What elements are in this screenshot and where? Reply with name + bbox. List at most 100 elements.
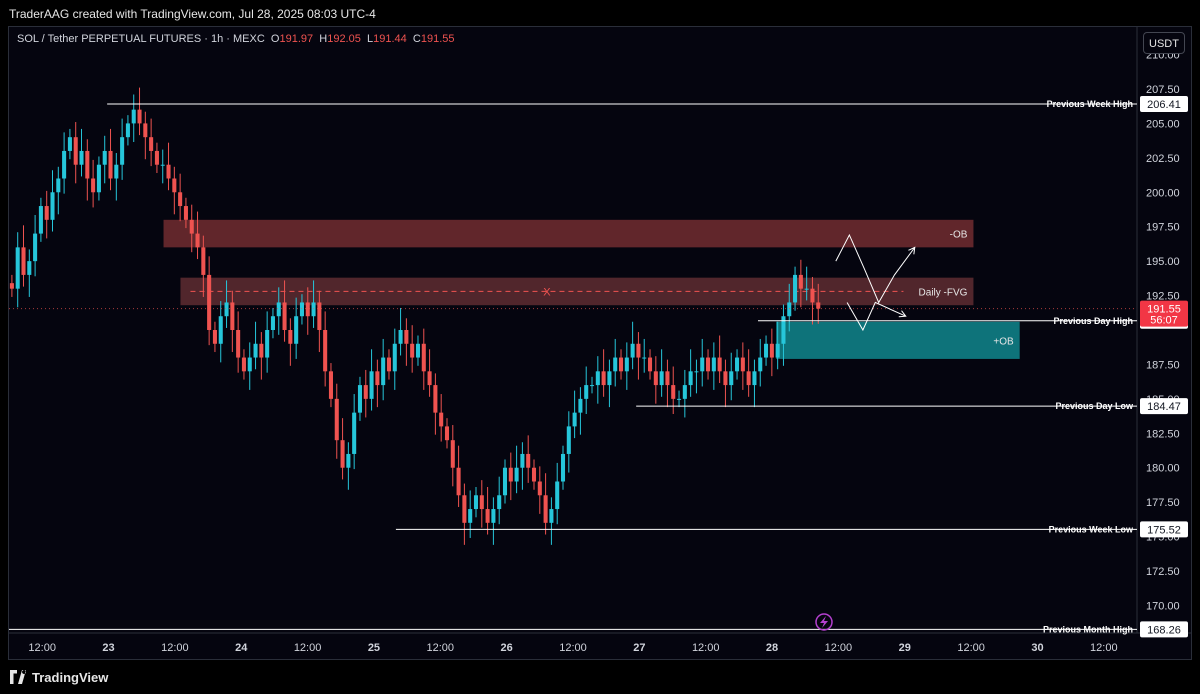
- candle-body: [613, 357, 618, 372]
- close-label: C: [412, 33, 421, 45]
- price-tick-label: 207.50: [1146, 84, 1180, 96]
- candle-body: [566, 426, 571, 454]
- candle-body: [166, 164, 171, 179]
- candle-body: [415, 343, 421, 358]
- candle-body: [410, 343, 415, 358]
- time-tick-label: 25: [368, 642, 380, 654]
- price-tick-label: 202.50: [1146, 153, 1180, 165]
- candle-body: [212, 330, 217, 344]
- symbol-header: SOL / Tether PERPETUAL FUTURES · 1h · ME…: [17, 33, 455, 45]
- candle-body: [758, 357, 763, 372]
- candle-body: [328, 371, 333, 399]
- time-tick-label: 12:00: [559, 642, 587, 654]
- candle-body: [44, 206, 49, 220]
- projection-path-up: [835, 233, 916, 304]
- lightning-icon: [815, 613, 833, 631]
- symbol-name: SOL / Tether PERPETUAL FUTURES · 1h · ME…: [17, 33, 265, 45]
- candle-body: [305, 302, 310, 317]
- time-tick-label: 12:00: [1090, 642, 1118, 654]
- candle-body: [607, 371, 612, 386]
- candle-body: [421, 343, 426, 372]
- time-tick-label: 12:00: [957, 642, 985, 654]
- price-tick-label: 195.00: [1146, 256, 1180, 268]
- tradingview-logo-icon: [10, 670, 27, 684]
- candle-body: [236, 330, 241, 358]
- candle-body: [787, 302, 792, 317]
- candle-body: [479, 495, 484, 510]
- candle-body: [572, 412, 577, 427]
- currency-button[interactable]: USDT: [1143, 32, 1185, 54]
- candle-body: [560, 453, 566, 482]
- candle-body: [346, 453, 351, 468]
- candle-body: [589, 385, 595, 387]
- candle-body: [636, 343, 641, 358]
- candle-body: [27, 261, 32, 275]
- price-tick-label: 205.00: [1146, 118, 1180, 130]
- candle-body: [688, 371, 693, 386]
- price-tick-label: 197.50: [1146, 222, 1180, 234]
- candle-body: [816, 302, 821, 309]
- zone-label: -OB: [950, 230, 968, 241]
- candle-body: [259, 343, 264, 358]
- price-tick-label: 182.50: [1146, 428, 1180, 440]
- projection-path-down: [846, 301, 906, 332]
- lightning-icon-ring: [815, 613, 833, 631]
- candle-body: [265, 330, 270, 358]
- time-tick-label: 23: [102, 642, 114, 654]
- time-tick-label: 12:00: [294, 642, 322, 654]
- candle-body: [677, 398, 682, 400]
- candle-body: [357, 385, 362, 413]
- candle-body: [618, 357, 624, 372]
- candle-body: [630, 343, 635, 358]
- candle-body: [299, 302, 304, 317]
- level-price-tag-text: 168.26: [1147, 624, 1181, 636]
- candle-body: [746, 371, 751, 386]
- candle-body: [717, 357, 722, 372]
- zone-ob: [163, 219, 974, 248]
- candle-body: [497, 495, 502, 510]
- current-price-value: 191.55: [1147, 304, 1181, 316]
- candle-body: [160, 164, 165, 166]
- candle-body: [653, 371, 658, 386]
- candle-body: [131, 109, 136, 124]
- candle-body: [33, 233, 38, 262]
- candle-body: [740, 357, 745, 372]
- candle-body: [149, 137, 154, 151]
- time-tick-label: 12:00: [28, 642, 56, 654]
- candle-body: [427, 371, 432, 386]
- candle-body: [555, 481, 560, 510]
- level-label: Previous Day Low: [1055, 401, 1134, 411]
- candle-body: [288, 330, 293, 344]
- candle-body: [752, 371, 757, 386]
- zone-label: +OB: [993, 336, 1014, 347]
- candle-body: [108, 150, 113, 179]
- candle-body: [340, 440, 345, 468]
- low-value: 191.44: [373, 33, 407, 45]
- watermark-text: TraderAAG created with TradingView.com, …: [9, 7, 376, 21]
- candle-body: [706, 357, 711, 372]
- candle-body: [543, 495, 548, 523]
- candle-body: [485, 509, 490, 523]
- candle-body: [270, 316, 275, 330]
- candle-body: [810, 288, 815, 303]
- candle-body: [294, 316, 299, 344]
- candle-body: [230, 302, 235, 330]
- candle-body: [143, 123, 148, 138]
- level-price-tag-text: 206.41: [1147, 99, 1181, 111]
- arrow-head-icon: [908, 246, 916, 255]
- candle-body: [102, 150, 107, 165]
- candle-body: [9, 283, 14, 289]
- price-tick-label: 177.50: [1146, 497, 1180, 509]
- candle-body: [444, 426, 450, 441]
- low-label: L: [366, 33, 374, 45]
- candle-body: [282, 302, 287, 330]
- candle-body: [218, 316, 223, 344]
- footer: [0, 662, 1200, 694]
- candle-body: [601, 371, 606, 386]
- candle-body: [526, 453, 531, 468]
- time-tick-label: 12:00: [427, 642, 455, 654]
- candle-body: [323, 330, 328, 372]
- candle-body: [125, 123, 130, 138]
- candle-body: [120, 137, 125, 165]
